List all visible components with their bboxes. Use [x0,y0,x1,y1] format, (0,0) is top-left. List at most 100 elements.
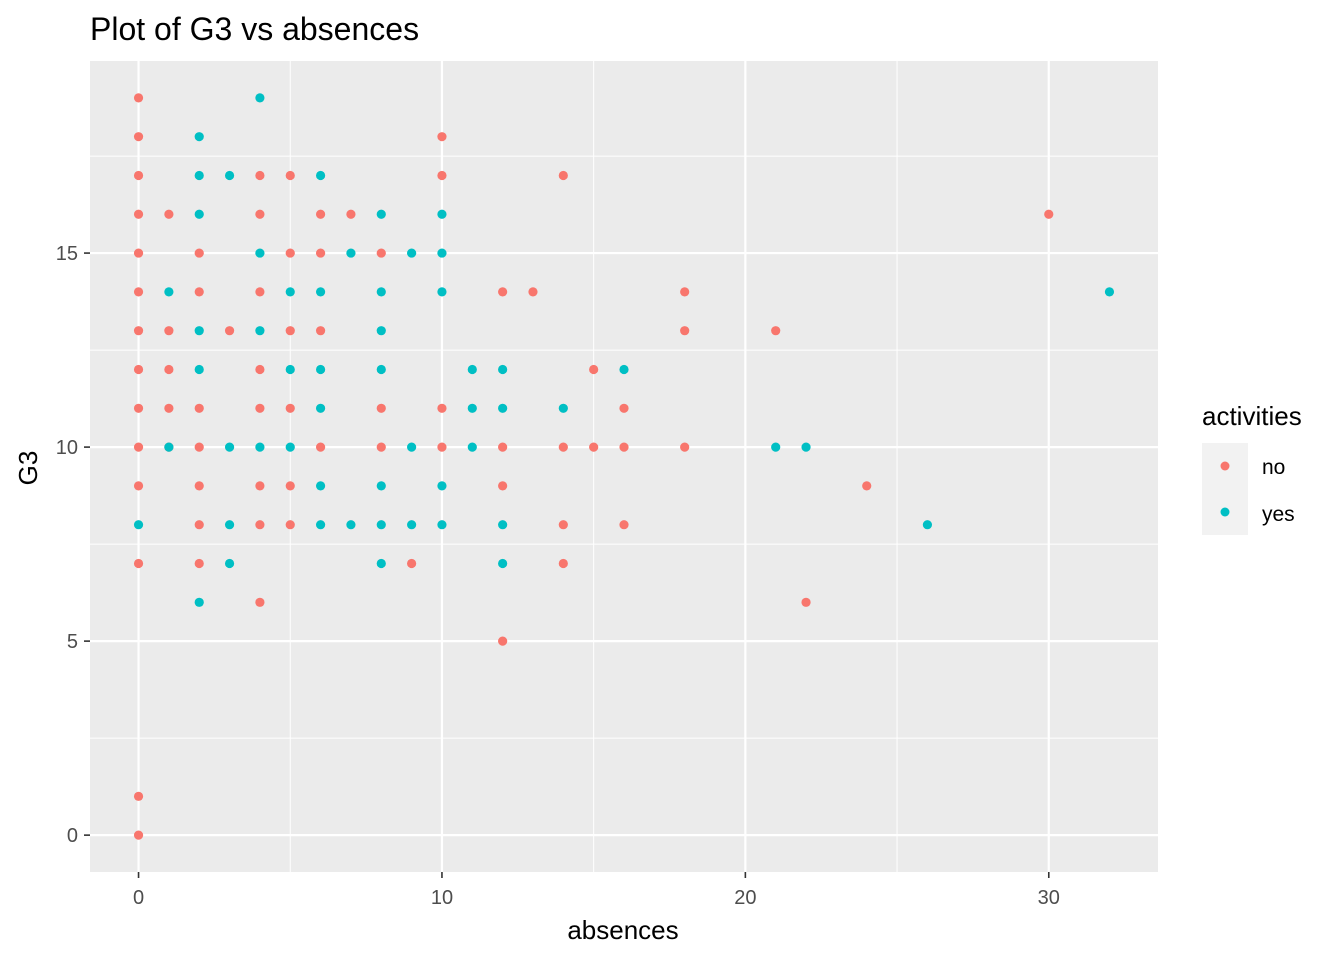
data-point-no [133,170,144,181]
data-point-no [194,520,204,530]
data-point-yes [346,248,356,258]
data-point-yes [164,287,174,297]
data-point-yes [194,364,204,375]
data-point-no [589,364,599,375]
data-point-yes [133,520,144,530]
data-point-no [194,481,204,491]
minor-gridlines [90,61,1158,872]
data-point-no [437,170,447,181]
data-point-yes [801,442,811,452]
y-axis-title: G3 [13,451,43,486]
data-point-no [194,287,204,297]
data-point-no [164,403,174,413]
data-point-yes [194,209,204,219]
legend-key-no [1220,461,1230,471]
chart-title: Plot of G3 vs absences [90,11,419,47]
y-tick-label: 10 [56,437,78,459]
data-point-no [285,481,295,491]
data-point-yes [498,520,508,530]
data-point-no [255,597,265,607]
data-point-no [133,326,144,336]
data-point-yes [285,442,295,452]
data-point-no [133,209,144,219]
legend-key-yes [1220,507,1230,517]
data-point-no [680,287,690,297]
data-point-yes [315,287,326,297]
data-point-no [498,287,508,297]
data-point-no [771,326,781,336]
data-point-no [285,170,295,181]
data-point-yes [467,442,477,452]
x-tick-label: 0 [133,887,144,909]
data-point-no [255,520,265,530]
y-axis: 0 5 10 15 [56,243,90,847]
data-point-no [407,558,417,569]
data-point-yes [922,520,933,530]
data-point-no [133,558,144,569]
data-point-yes [437,209,447,219]
data-point-yes [407,520,417,530]
data-point-yes [255,93,265,103]
data-point-yes [285,364,295,375]
data-point-yes [376,520,386,530]
data-point-no [194,558,204,569]
data-point-yes [437,287,447,297]
legend: activities no yes [1202,401,1302,535]
data-point-yes [315,481,326,491]
data-point-no [194,442,204,452]
data-point-yes [315,170,326,181]
data-point-no [376,248,386,258]
data-point-no [801,597,811,607]
legend-label-yes: yes [1262,503,1295,526]
data-point-no [285,326,295,336]
x-tick-label: 30 [1038,887,1060,909]
data-point-yes [224,520,235,530]
y-tick-label: 15 [56,243,78,265]
data-point-no [619,442,629,452]
data-point-yes [407,442,417,452]
data-point-no [133,830,144,840]
data-point-no [133,442,144,452]
data-point-no [133,93,144,103]
data-point-no [255,364,265,375]
data-point-yes [285,287,295,297]
data-point-yes [771,442,781,452]
data-point-no [558,520,568,530]
data-point-no [558,558,568,569]
data-point-no [133,132,144,142]
data-point-no [164,364,174,375]
data-point-no [376,442,386,452]
data-point-no [437,132,447,142]
data-point-no [133,364,144,375]
data-point-no [285,520,295,530]
data-point-no [1044,209,1054,219]
data-point-no [224,326,235,336]
data-point-yes [376,481,386,491]
data-point-no [133,403,144,413]
data-point-yes [224,442,235,452]
data-point-yes [194,597,204,607]
data-point-no [315,209,326,219]
data-point-no [437,403,447,413]
data-point-yes [194,170,204,181]
data-point-yes [376,209,386,219]
data-point-yes [194,326,204,336]
data-point-yes [255,248,265,258]
data-point-no [680,442,690,452]
data-point-yes [619,364,629,375]
data-point-yes [437,248,447,258]
data-point-no [255,287,265,297]
data-point-yes [194,132,204,142]
data-point-no [528,287,538,297]
legend-label-no: no [1262,456,1285,479]
data-point-no [680,326,690,336]
data-point-no [346,209,356,219]
data-point-no [437,442,447,452]
data-point-no [619,520,629,530]
data-point-yes [315,520,326,530]
data-point-yes [315,403,326,413]
data-point-yes [437,481,447,491]
data-point-no [194,403,204,413]
data-point-yes [467,364,477,375]
